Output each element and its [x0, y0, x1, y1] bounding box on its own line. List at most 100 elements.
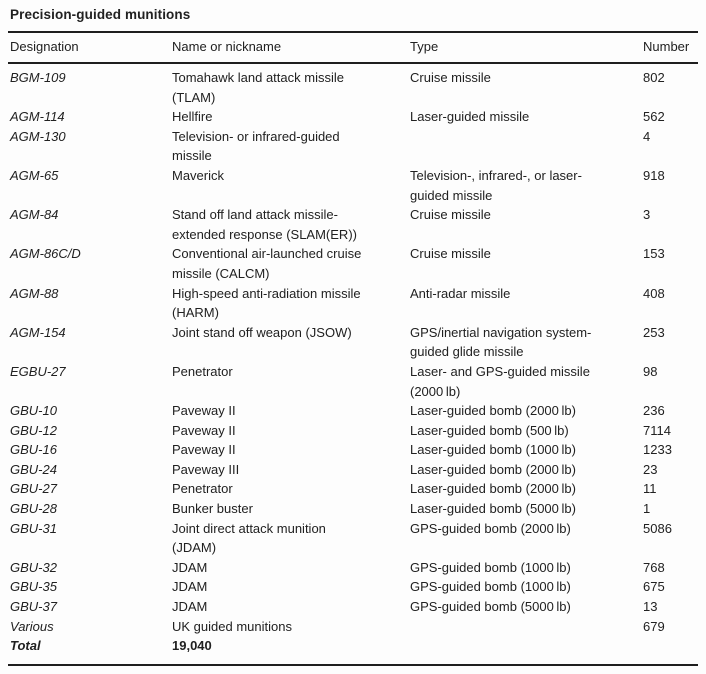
cell-number: 153: [643, 246, 665, 262]
cell-name: Joint direct attack munition (JDAM): [172, 520, 326, 556]
cell-type: GPS-guided bomb (5000 lb): [410, 599, 571, 615]
column-header-type: Type: [410, 31, 643, 64]
cell-type: Laser-guided bomb (2000 lb): [410, 403, 576, 419]
cell-name: Television- or infrared-guided missile: [172, 128, 340, 164]
cell-name: Paveway III: [172, 461, 240, 477]
cell-name: Conventional air-launched cruise missile…: [172, 246, 362, 281]
cell-number: 7114: [643, 422, 671, 438]
cell-number: 98: [643, 363, 658, 379]
cell-designation: AGM-88: [10, 285, 59, 301]
total-row: Total 19,040: [8, 636, 698, 666]
cell-designation: AGM-114: [10, 109, 65, 125]
cell-number: 802: [643, 70, 665, 85]
cell-type: GPS-guided bomb (1000 lb): [410, 579, 571, 595]
cell-name: UK guided munitions: [172, 618, 292, 634]
cell-name: Maverick: [172, 167, 225, 183]
cell-number: 253: [643, 324, 665, 340]
cell-name: Paveway II: [172, 422, 236, 438]
cell-type: Laser-guided bomb (5000 lb): [410, 501, 576, 517]
cell-type: [410, 617, 643, 637]
cell-number: 1: [643, 501, 651, 517]
cell-designation: GBU-32: [10, 559, 57, 575]
total-empty-number: [643, 636, 698, 666]
cell-name: Joint stand off weapon (JSOW): [172, 324, 352, 340]
cell-name: Bunker buster: [172, 501, 253, 517]
cell-type: Laser-guided bomb (2000 lb): [410, 481, 576, 497]
cell-number: 675: [643, 579, 665, 595]
table-row: BGM-109 Tomahawk land attack missile (TL…: [8, 63, 698, 107]
cell-type: Laser-guided bomb (2000 lb): [410, 461, 576, 477]
cell-designation: GBU-12: [10, 422, 57, 438]
cell-number: 1233: [643, 442, 672, 458]
cell-designation: EGBU-27: [10, 363, 66, 379]
cell-type: [410, 127, 643, 166]
table-row: GBU-24 Paveway III Laser-guided bomb (20…: [8, 460, 698, 480]
table-row: AGM-88 High-speed anti-radiation missile…: [8, 284, 698, 323]
cell-name: High-speed anti-radiation missile (HARM): [172, 285, 361, 321]
cell-designation: AGM-65: [10, 167, 59, 183]
cell-name: Penetrator: [172, 363, 233, 379]
column-header-number: Number: [643, 31, 698, 64]
cell-name: Tomahawk land attack missile (TLAM): [172, 70, 344, 105]
cell-number: 23: [643, 461, 658, 477]
cell-type: Laser-guided missile: [410, 109, 530, 125]
cell-designation: GBU-10: [10, 403, 57, 419]
table-title: Precision-guided munitions: [10, 7, 191, 22]
cell-designation: AGM-154: [10, 324, 66, 340]
cell-name: JDAM: [172, 579, 208, 595]
cell-type: Laser- and GPS-guided missile (2000 lb): [410, 363, 590, 399]
cell-name: Hellfire: [172, 109, 213, 125]
table-row: EGBU-27 Penetrator Laser- and GPS-guided…: [8, 362, 698, 401]
cell-designation: GBU-37: [10, 599, 57, 615]
munitions-table: Designation Name or nickname Type Number…: [8, 31, 698, 666]
cell-number: 4: [643, 128, 651, 144]
cell-type: Cruise missile: [410, 207, 491, 223]
table-row: GBU-28 Bunker buster Laser-guided bomb (…: [8, 499, 698, 519]
cell-designation: GBU-27: [10, 481, 57, 497]
cell-number: 13: [643, 599, 658, 615]
table-row: AGM-114 Hellfire Laser-guided missile 56…: [8, 107, 698, 127]
cell-number: 236: [643, 403, 665, 419]
total-label: Total: [8, 636, 172, 666]
cell-type: Laser-guided bomb (1000 lb): [410, 442, 576, 458]
cell-designation: Various: [10, 618, 54, 634]
cell-number: 918: [643, 167, 665, 183]
cell-name: JDAM: [172, 559, 208, 575]
table-row: AGM-65 Maverick Television-, infrared-, …: [8, 166, 698, 205]
cell-designation: GBU-35: [10, 579, 57, 595]
cell-designation: GBU-24: [10, 461, 57, 477]
cell-number: 5086: [643, 520, 672, 536]
cell-number: 11: [643, 481, 657, 497]
table-row: Various UK guided munitions 679: [8, 617, 698, 637]
cell-designation: GBU-28: [10, 501, 57, 517]
cell-type: Anti-radar missile: [410, 285, 511, 301]
table-row: AGM-84 Stand off land attack missile- ex…: [8, 205, 698, 244]
cell-number: 562: [643, 109, 665, 125]
cell-type: Laser-guided bomb (500 lb): [410, 422, 569, 438]
total-value: 19,040: [172, 636, 410, 666]
table-row: GBU-32 JDAM GPS-guided bomb (1000 lb) 76…: [8, 558, 698, 578]
table-row: GBU-16 Paveway II Laser-guided bomb (100…: [8, 440, 698, 460]
cell-type: Cruise missile: [410, 246, 491, 262]
cell-designation: BGM-109: [10, 70, 66, 85]
cell-name: Paveway II: [172, 442, 236, 458]
table-row: AGM-130 Television- or infrared-guided m…: [8, 127, 698, 166]
cell-type: Cruise missile: [410, 70, 491, 85]
cell-type: Television-, infrared-, or laser- guided…: [410, 167, 582, 203]
cell-designation: AGM-84: [10, 207, 59, 223]
table-row: GBU-37 JDAM GPS-guided bomb (5000 lb) 13: [8, 597, 698, 617]
table-row: AGM-86C/D Conventional air-launched crui…: [8, 244, 698, 283]
cell-type: GPS-guided bomb (1000 lb): [410, 559, 571, 575]
table-row: GBU-31 Joint direct attack munition (JDA…: [8, 519, 698, 558]
header-row: Designation Name or nickname Type Number: [8, 31, 698, 64]
cell-type: GPS-guided bomb (2000 lb): [410, 520, 571, 536]
cell-designation: AGM-130: [10, 128, 66, 144]
cell-number: 679: [643, 618, 665, 634]
cell-name: Penetrator: [172, 481, 233, 497]
table-row: GBU-35 JDAM GPS-guided bomb (1000 lb) 67…: [8, 577, 698, 597]
cell-designation: GBU-16: [10, 442, 57, 458]
cell-number: 3: [643, 207, 651, 223]
cell-number: 768: [643, 559, 665, 575]
cell-number: 408: [643, 285, 665, 301]
cell-type: GPS/inertial navigation system- guided g…: [410, 324, 592, 360]
